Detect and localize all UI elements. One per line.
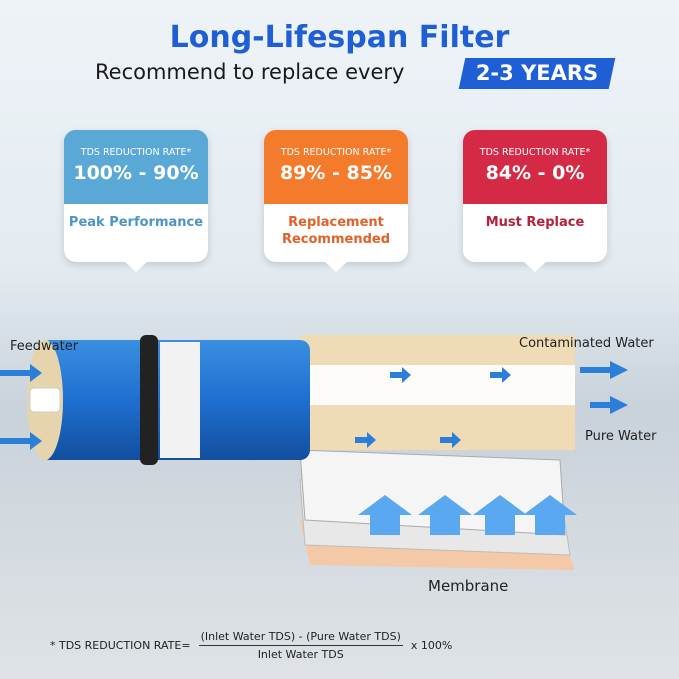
card-recommended: TDS REDUCTION RATE* 89% - 85% Replacement… [264,130,408,272]
formula-numerator: (Inlet Water TDS) - (Pure Water TDS) [198,630,403,646]
card-must-replace: TDS REDUCTION RATE* 84% - 0% Must Replace [463,130,607,272]
card-value: 89% - 85% [279,162,393,184]
card-status: Must Replace [463,204,607,262]
feedwater-label: Feedwater [10,339,79,354]
page-title: Long-Lifespan Filter [169,20,510,55]
card-label: TDS REDUCTION RATE* [280,147,392,158]
pure-water-label: Pure Water [585,429,657,444]
formula-denominator: Inlet Water TDS [257,648,344,661]
card-peak: TDS REDUCTION RATE* 100% - 90% Peak Perfo… [64,130,208,272]
card-value: 84% - 0% [485,162,585,184]
card-label: TDS REDUCTION RATE* [479,147,591,158]
formula-suffix: x 100% [410,639,453,652]
years-badge-text: 2-3 YEARS [475,61,599,85]
formula-prefix: * TDS REDUCTION RATE= [50,639,191,652]
subtitle: Recommend to replace every [95,60,405,84]
card-status: Peak Performance [64,204,208,262]
tds-formula: * TDS REDUCTION RATE= (Inlet Water TDS) … [50,630,452,661]
membrane-label: Membrane [428,577,509,595]
years-badge: 2-3 YEARS [458,58,616,89]
contaminated-water-label: Contaminated Water [519,336,654,351]
flow-arrows [0,361,628,535]
card-value: 100% - 90% [73,162,199,184]
filter-illustration [0,335,628,570]
card-status: Replacement Recommended [264,204,408,262]
card-label: TDS REDUCTION RATE* [80,147,192,158]
seal-ring [140,335,158,465]
